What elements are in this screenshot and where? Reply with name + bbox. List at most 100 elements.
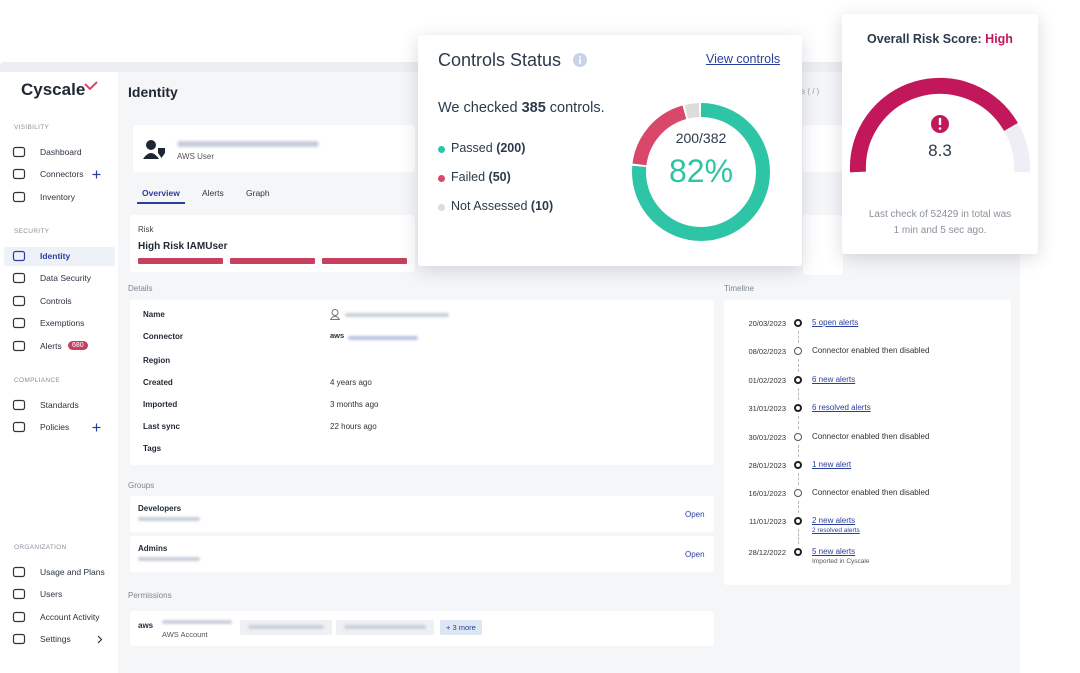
blurred-chip <box>248 625 324 629</box>
timeline-text: Connector enabled then disabled <box>812 488 930 497</box>
nav-item[interactable]: Exemptions <box>40 318 85 329</box>
legend-swatch <box>438 204 445 211</box>
group-open[interactable]: Open <box>685 510 705 519</box>
nav-badge: 680 <box>68 340 88 350</box>
legend-entry: Failed (50) <box>451 170 511 184</box>
nav-item[interactable]: Alerts <box>40 340 62 351</box>
section-label: Groups <box>128 481 155 490</box>
group-name: Developers <box>138 504 182 513</box>
logo: Cyscale <box>21 80 86 99</box>
nav-item[interactable]: Usage and Plans <box>40 567 105 577</box>
nav-item[interactable]: Inventory <box>40 191 75 202</box>
legend-swatch <box>438 175 445 182</box>
nav-icon <box>12 399 26 411</box>
nav-icon <box>12 295 26 306</box>
nav-icon-shape <box>12 318 26 329</box>
nav-icon <box>12 146 26 158</box>
timeline-text[interactable]: 5 open alerts <box>812 318 859 327</box>
nav-icon <box>12 611 26 622</box>
nav-item[interactable]: Account Activity <box>40 611 100 622</box>
blurred-name <box>345 313 449 317</box>
blurred-connector <box>348 336 418 340</box>
nav-icon-shape <box>12 146 26 158</box>
person-icon <box>330 309 340 320</box>
group-name: Admins <box>138 544 168 553</box>
nav-icon <box>12 191 26 202</box>
nav-icon-shape <box>12 422 26 433</box>
tab[interactable]: Alerts <box>202 188 224 198</box>
nav-item[interactable]: Connectors <box>40 169 84 180</box>
section-label: Timeline <box>724 284 754 293</box>
timeline-dot <box>794 433 802 441</box>
nav-section-title: SECURITY <box>14 228 50 235</box>
blurred-email <box>177 141 319 147</box>
detail-value: 3 months ago <box>330 400 379 409</box>
plus-icon[interactable] <box>92 423 101 432</box>
timeline-text: Connector enabled then disabled <box>812 346 930 355</box>
view-controls-link[interactable]: View controls <box>706 52 781 66</box>
timeline-date: 20/03/2023 <box>748 319 786 328</box>
nav-item[interactable]: Data Security <box>40 273 92 284</box>
chip <box>336 620 434 635</box>
nav-item[interactable]: Controls <box>40 295 72 306</box>
tab[interactable]: Overview <box>142 188 180 198</box>
nav-icon-shape <box>12 295 26 306</box>
nav-item[interactable]: Settings <box>40 634 71 645</box>
nav-icon <box>12 273 26 284</box>
group-card: Developers Open <box>130 496 714 532</box>
timeline-text[interactable]: 6 new alerts <box>812 375 856 384</box>
risk-bar <box>322 258 407 264</box>
nav-icon-shape <box>12 340 26 351</box>
bg-card <box>803 125 843 172</box>
risk-value: High Risk IAMUser <box>138 241 228 252</box>
search-hint: rces ( / ) <box>790 87 820 96</box>
detail-name: Last sync <box>143 422 180 431</box>
timeline-text: Connector enabled then disabled <box>812 432 930 441</box>
nav-item[interactable]: Dashboard <box>40 147 82 157</box>
icon-stroke <box>92 170 101 179</box>
timeline-connector <box>797 331 799 343</box>
timeline-text[interactable]: 1 new alert <box>812 460 852 469</box>
legend-entry: Not Assessed (10) <box>451 199 553 213</box>
timeline-date: 28/01/2023 <box>748 461 786 470</box>
plus-icon[interactable] <box>92 170 101 179</box>
arrow-icon[interactable] <box>95 635 104 644</box>
timeline-text[interactable]: 6 resolved alerts <box>812 403 871 412</box>
legend-value: (50) <box>488 170 511 184</box>
legend-name: Passed <box>451 141 493 155</box>
timeline-dot <box>794 376 802 384</box>
tab-underline <box>137 202 185 204</box>
timeline-sub[interactable]: 2 resolved alerts <box>812 527 860 534</box>
nav-item[interactable]: Users <box>40 589 63 600</box>
timeline-connector <box>797 501 799 513</box>
group-sub <box>138 557 200 561</box>
detail-name: Name <box>143 310 165 319</box>
risk-bar <box>230 258 315 264</box>
ratio: 200/382 <box>675 130 727 146</box>
risk-score-value: 8.3 <box>928 141 952 160</box>
timeline-dot <box>794 347 802 355</box>
tab[interactable]: Graph <box>246 188 270 198</box>
risk-label: Risk <box>138 225 154 234</box>
nav-item[interactable]: Policies <box>40 422 70 433</box>
provider-logo: aws <box>138 621 154 630</box>
user-type: AWS User <box>177 152 215 161</box>
timeline-text[interactable]: 2 new alerts <box>812 516 856 525</box>
nav-item[interactable]: Standards <box>40 400 79 410</box>
timeline-dot <box>794 489 802 497</box>
legend-value: (10) <box>530 199 554 213</box>
nav-icon <box>12 634 26 645</box>
nav-item[interactable]: Identity <box>40 251 71 261</box>
detail-name: Created <box>143 378 173 387</box>
logo-mark <box>84 81 98 91</box>
nav-icon <box>12 589 26 600</box>
nav-icon-shape <box>12 589 26 600</box>
group-open[interactable]: Open <box>685 550 705 559</box>
timeline-text[interactable]: 5 new alerts <box>812 547 856 556</box>
timeline-connector <box>797 529 799 544</box>
user-icon <box>143 140 165 159</box>
more-chip[interactable]: + 3 more <box>440 620 482 635</box>
risk-score-label: Overall Risk Score: <box>867 32 982 46</box>
timeline-date: 08/02/2023 <box>748 347 786 356</box>
controls-card: Controls Status View controls We checked… <box>418 35 802 266</box>
